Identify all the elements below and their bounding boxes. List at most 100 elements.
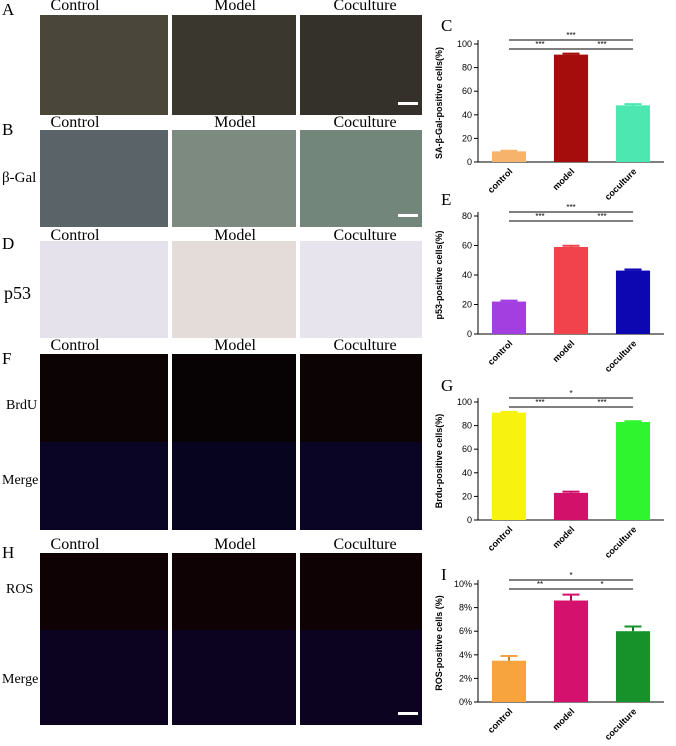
significance-label: *** [535,212,544,221]
col-label-coculture: Coculture [333,227,397,244]
y-tick-label: 10% [454,579,472,589]
significance-label: *** [566,31,575,40]
y-tick-label: 0 [467,329,472,339]
y-tick-label: 100 [457,39,472,49]
scale-bar [398,712,418,715]
significance-label: * [600,580,603,589]
row-label-merge: Merge [2,672,39,687]
y-tick-label: 40 [462,468,472,478]
significance-label: *** [535,40,544,49]
bar-chart-G: Brdu-positive cells(%) 0 20 40 60 80 100 contro… [434,389,664,560]
x-tick-label: coculture [603,166,639,202]
y-tick-label: 0 [467,157,472,167]
fluorescence-H-coculture-ros [300,553,422,630]
fluorescence-F-control-brdu [40,354,168,442]
bar-model [553,492,589,520]
col-label-coculture: Coculture [333,536,397,553]
row-label-merge: Merge [2,473,39,488]
bar-coculture [615,105,651,162]
micrograph-D-model [172,241,296,338]
bar-coculture [615,422,651,520]
bar-model [553,246,589,334]
micrograph-B-coculture [300,130,422,227]
col-label-model: Model [214,114,256,131]
col-label-coculture: Coculture [333,0,397,14]
col-label-model: Model [214,536,256,553]
y-tick-label: 8% [459,603,472,613]
x-tick-label: coculture [603,524,639,560]
scale-bar [398,214,418,217]
fluorescence-H-control-merge [40,630,168,725]
bar-chart-E: p53-positive cells(%) 0 20 40 60 80 control mod… [434,203,664,374]
fluorescence-F-model-brdu [172,354,296,442]
bar-control [491,151,527,162]
x-tick-label: control [486,524,515,553]
panel-label-F: F [2,349,12,368]
y-tick-label: 80 [462,63,472,73]
panel-label-A: A [2,0,15,19]
panel-label-H: H [2,543,15,562]
bar-coculture [615,270,651,334]
bar-model [553,54,589,162]
y-axis-label: SA-β-Gal-positive cells(%) [434,47,444,159]
y-tick-label: 40 [462,110,472,120]
col-label-control: Control [50,337,100,354]
significance-label: *** [535,398,544,407]
significance-label: * [569,389,572,398]
row-label-beta-gal: β-Gal [2,170,37,186]
row-label-ros: ROS [6,582,34,597]
fluorescence-H-model-ros [172,553,296,630]
col-label-model: Model [214,0,256,14]
fluorescence-H-coculture-merge [300,630,422,725]
y-tick-label: 20 [462,300,472,310]
micrograph-A-coculture [300,15,422,115]
y-tick-label: 0% [459,697,472,707]
fluorescence-F-control-merge [40,442,168,530]
y-tick-label: 80 [462,211,472,221]
y-tick-label: 40 [462,270,472,280]
y-tick-label: 80 [462,421,472,431]
bar-chart-C: SA-β-Gal-positive cells(%) 0 20 40 60 80 100 co… [434,31,664,202]
panel-label-G: G [441,376,454,395]
y-axis-label: Brdu-positive cells(%) [434,414,444,509]
micrograph-D-control [40,241,168,338]
bar-control [491,301,527,334]
panel-label-E: E [441,190,452,209]
panel-label-B: B [2,120,14,139]
panel-label-I: I [441,565,447,584]
col-label-control: Control [50,114,100,131]
bar-model [553,600,589,702]
fluorescence-F-model-merge [172,442,296,530]
x-tick-label: control [486,338,515,367]
x-tick-label: model [551,706,577,732]
bar-chart-I: ROS-positive cells (%) 0% 2% 4% 6% 8% 10% contr… [434,571,664,742]
y-axis-label: ROS-positive cells (%) [434,595,444,691]
significance-label: * [569,571,572,580]
fluorescence-H-control-ros [40,553,168,630]
y-tick-label: 60 [462,86,472,96]
panel-label-D: D [2,234,15,253]
y-tick-label: 4% [459,650,472,660]
significance-label: *** [566,203,575,212]
x-tick-label: model [551,338,577,364]
significance-label: *** [597,212,606,221]
y-tick-label: 60 [462,444,472,454]
y-tick-label: 2% [459,673,472,683]
y-tick-label: 20 [462,491,472,501]
col-label-control: Control [50,0,100,14]
bar-coculture [615,631,651,702]
x-tick-label: coculture [603,338,639,374]
significance-label: *** [597,398,606,407]
x-tick-label: coculture [603,706,639,742]
y-tick-label: 0 [467,515,472,525]
row-label-brdu: BrdU [6,398,38,413]
y-tick-label: 60 [462,241,472,251]
micrograph-A-control [40,15,168,115]
micrograph-B-model [172,130,296,227]
micrograph-A-model [172,15,296,115]
panel-label-C: C [441,16,453,35]
fluorescence-F-coculture-brdu [300,354,422,442]
micrograph-B-control [40,130,168,227]
significance-label: ** [537,580,543,589]
significance-label: *** [597,40,606,49]
